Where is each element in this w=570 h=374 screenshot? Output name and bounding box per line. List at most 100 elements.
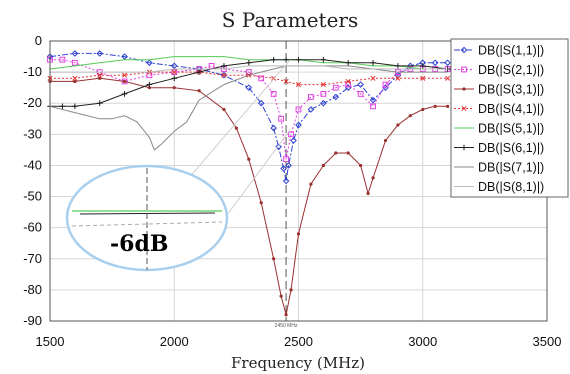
series-line xyxy=(49,52,448,182)
legend-entry: DB(|S(3,1)|) xyxy=(454,83,544,97)
data-point xyxy=(121,91,128,97)
data-point xyxy=(444,59,451,67)
data-point xyxy=(234,126,238,130)
callout-label: -6dB xyxy=(110,231,168,257)
legend-entry: DB(|S(4,1)|) xyxy=(454,102,544,116)
data-point xyxy=(220,71,228,79)
x-tick-label: 1500 xyxy=(36,334,65,349)
data-point xyxy=(279,294,283,298)
data-point xyxy=(171,69,178,76)
data-point xyxy=(295,56,302,63)
x-tick-labels: 1500 2000 2500 3000 3500 xyxy=(36,334,562,349)
legend-label: DB(|S(2,1)|) xyxy=(478,63,544,77)
data-point xyxy=(146,81,153,88)
data-point xyxy=(197,89,201,93)
data-point xyxy=(420,75,426,81)
data-point xyxy=(172,86,176,90)
data-point xyxy=(296,232,301,236)
data-point xyxy=(146,59,153,67)
data-point xyxy=(283,156,289,163)
series-1 xyxy=(46,50,451,185)
legend: DB(|S(1,1)|) DB(|S(2,1)|) DB(|S(3,1)|) DB(|… xyxy=(450,38,569,198)
legend-label: DB(|S(4,1)|) xyxy=(478,102,544,116)
series-2 xyxy=(47,56,451,163)
y-tick-label: -60 xyxy=(23,220,42,235)
y-tick-label: -80 xyxy=(23,282,42,297)
data-point xyxy=(308,94,314,100)
data-point xyxy=(278,115,285,122)
legend-label: DB(|S(6,1)|) xyxy=(478,141,544,155)
x-axis-label: Frequency (MHz) xyxy=(231,354,365,372)
data-point xyxy=(275,143,282,151)
data-point xyxy=(433,104,437,108)
legend-label: DB(|S(7,1)|) xyxy=(478,161,544,175)
data-point xyxy=(71,50,79,57)
data-point xyxy=(283,78,289,84)
data-point xyxy=(171,75,178,82)
chart-title: S Parameters xyxy=(222,8,359,32)
data-point xyxy=(59,56,66,63)
data-point xyxy=(71,59,78,66)
data-point xyxy=(59,103,66,110)
data-point xyxy=(346,151,350,155)
data-point xyxy=(382,81,389,88)
data-point xyxy=(270,124,277,132)
y-tick-label: -30 xyxy=(23,126,42,141)
series-3 xyxy=(48,76,450,317)
data-point xyxy=(258,75,265,82)
series-4 xyxy=(47,69,451,88)
data-point xyxy=(320,56,327,63)
data-point xyxy=(72,75,78,81)
data-point xyxy=(370,103,376,110)
series-6 xyxy=(47,56,451,110)
data-point xyxy=(221,63,227,69)
x-tick-label: 3500 xyxy=(533,334,562,349)
y-tick-label: -90 xyxy=(23,313,42,328)
data-point xyxy=(295,121,302,129)
marker-label: 2450 MHz xyxy=(275,323,298,329)
data-point xyxy=(446,104,450,108)
y-tick-label: -40 xyxy=(23,157,42,172)
frequency-marker: 2450 MHz xyxy=(275,41,298,329)
data-point xyxy=(383,138,388,143)
data-point xyxy=(282,177,290,185)
data-point xyxy=(357,90,364,97)
data-point xyxy=(284,313,288,317)
data-point xyxy=(97,72,103,78)
series-line xyxy=(50,59,448,160)
data-point xyxy=(408,114,412,118)
data-point xyxy=(461,144,467,151)
data-point xyxy=(460,46,468,54)
data-point xyxy=(395,63,401,69)
legend-entry: DB(|S(6,1)|) xyxy=(454,141,544,155)
data-point xyxy=(96,100,103,107)
legend-label: DB(|S(8,1)|) xyxy=(478,180,544,194)
y-tick-label: -20 xyxy=(23,95,42,110)
data-point xyxy=(272,257,276,261)
series-7 xyxy=(49,65,448,151)
data-point xyxy=(419,63,426,69)
data-point xyxy=(73,79,77,84)
data-point xyxy=(345,59,351,66)
data-point xyxy=(245,69,252,76)
legend-entry: DB(|S(8,1)|) xyxy=(454,180,544,194)
data-point xyxy=(270,90,277,97)
data-point xyxy=(320,90,327,97)
legend-entry: DB(|S(2,1)|) xyxy=(454,63,544,77)
data-point xyxy=(290,137,297,144)
data-point xyxy=(96,50,104,57)
data-point xyxy=(147,86,151,90)
data-point xyxy=(170,62,178,70)
data-point xyxy=(280,165,287,172)
legend-box xyxy=(450,38,569,198)
data-point xyxy=(285,162,292,169)
data-point xyxy=(221,72,227,78)
x-tick-label: 2000 xyxy=(160,334,189,349)
data-point xyxy=(208,62,215,69)
data-point xyxy=(461,105,467,112)
series-line xyxy=(50,71,448,86)
data-point xyxy=(121,72,128,78)
y-tick-label: 0 xyxy=(35,33,42,48)
data-point xyxy=(320,99,327,107)
